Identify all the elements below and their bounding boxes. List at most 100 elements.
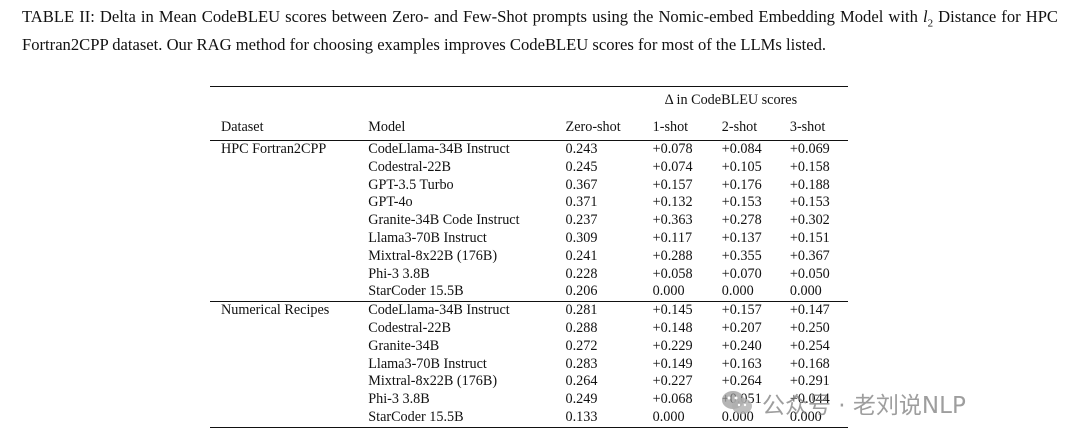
three-shot-cell: +0.050: [789, 265, 830, 282]
model-cell: GPT-3.5 Turbo: [368, 176, 454, 193]
one-shot-cell: +0.074: [652, 158, 693, 175]
table-row: StarCoder 15.5B 0.133 0.000 0.000 0.000: [210, 409, 848, 427]
one-shot-cell: +0.148: [652, 319, 693, 336]
col-header-2-shot: 2-shot: [721, 115, 790, 141]
model-cell: Mixtral-8x22B (176B): [368, 373, 498, 390]
delta-header-row: Δ in CodeBLEU scores: [210, 87, 848, 115]
table-row: Phi-3 3.8B0.249+0.068+0.051+0.044: [210, 391, 848, 409]
model-cell: Mixtral-8x22B (176B): [368, 247, 498, 264]
top-rule: [210, 86, 848, 87]
model-cell: StarCoder 15.5B: [368, 283, 464, 300]
dataset-cell: HPC Fortran2CPP: [221, 141, 327, 157]
three-shot-cell: +0.254: [789, 337, 830, 354]
zero-shot-cell: 0.249: [565, 391, 598, 408]
model-cell: GPT-4o: [368, 194, 413, 211]
one-shot-cell: +0.132: [652, 194, 693, 211]
table-row: Llama3-70B Instruct 0.309 +0.117 +0.137 +0.1…: [210, 230, 848, 248]
bottom-rule: [210, 427, 848, 428]
dataset-cell: [210, 266, 368, 284]
two-shot-cell: +0.163: [721, 355, 762, 372]
model-cell: Granite-34B Code Instruct: [368, 212, 520, 229]
two-shot-cell: +0.105: [721, 158, 762, 175]
model-cell: Phi-3 3.8B: [368, 391, 430, 408]
one-shot-cell: +0.157: [652, 176, 693, 193]
dataset-cell: [210, 356, 368, 374]
zero-shot-cell: 0.241: [565, 247, 598, 264]
section-rule: [210, 301, 848, 303]
three-shot-cell: +0.153: [789, 194, 830, 211]
table-row: GPT-3.5 Turbo 0.367 +0.157 +0.176 +0.188: [210, 177, 848, 195]
one-shot-cell: +0.068: [652, 391, 693, 408]
model-cell: CodeLlama-34B Instruct: [368, 141, 510, 157]
col-header-3-shot: 3-shot: [789, 115, 848, 141]
table-caption: TABLE II: Delta in Mean CodeBLEU scores …: [22, 6, 1058, 56]
model-cell: Codestral-22B: [368, 158, 451, 175]
three-shot-cell: 0.000: [789, 283, 822, 300]
two-shot-cell: +0.355: [721, 247, 762, 264]
three-shot-cell: +0.291: [789, 373, 830, 390]
two-shot-cell: +0.157: [721, 302, 762, 319]
table-row: HPC Fortran2CPP CodeLlama-34B Instruct 0.2…: [210, 141, 848, 159]
one-shot-cell: +0.363: [652, 212, 693, 229]
three-shot-cell: +0.069: [789, 141, 830, 157]
l2-symbol: l2: [922, 7, 933, 29]
results-table: Δ in CodeBLEU scores Dataset Model Zero-…: [210, 86, 848, 428]
delta-header: Δ in CodeBLEU scores: [664, 92, 798, 109]
table-row: StarCoder 15.5B 0.206 0.000 0.000 0.000: [210, 283, 848, 301]
dataset-cell: [210, 391, 368, 409]
dataset-cell: [210, 338, 368, 356]
one-shot-cell: 0.000: [652, 408, 685, 425]
zero-shot-cell: 0.309: [565, 229, 598, 246]
model-cell: StarCoder 15.5B: [368, 408, 464, 425]
one-shot-cell: +0.288: [652, 247, 693, 264]
model-cell: Llama3-70B Instruct: [368, 355, 487, 372]
three-shot-cell: +0.367: [789, 247, 830, 264]
section-rule: [210, 140, 848, 141]
two-shot-cell: +0.070: [721, 265, 762, 282]
table-row: Codestral-22B 0.288 +0.148 +0.207 +0.250: [210, 320, 848, 338]
two-shot-cell: +0.084: [721, 141, 762, 157]
three-shot-cell: +0.250: [789, 319, 830, 336]
three-shot-cell: +0.168: [789, 355, 830, 372]
one-shot-cell: +0.227: [652, 373, 693, 390]
one-shot-cell: +0.117: [652, 229, 693, 246]
zero-shot-cell: 0.371: [565, 194, 598, 211]
dataset-cell: [210, 320, 368, 338]
one-shot-cell: +0.078: [652, 141, 693, 157]
table-row: Granite-34B Code Instruct 0.237 +0.363 +0.2…: [210, 212, 848, 230]
caption-text-before: TABLE II: Delta in Mean CodeBLEU scores …: [22, 7, 923, 26]
three-shot-cell: +0.044: [789, 391, 830, 408]
model-cell: CodeLlama-34B Instruct: [368, 302, 510, 319]
table-row: Codestral-22B 0.245 +0.074 +0.105 +0.158: [210, 159, 848, 177]
one-shot-cell: +0.058: [652, 265, 693, 282]
zero-shot-cell: 0.243: [565, 141, 598, 157]
two-shot-cell: +0.240: [721, 337, 762, 354]
table-row: Mixtral-8x22B (176B) 0.241 +0.288 +0.355 +0.…: [210, 248, 848, 266]
col-header-zero-shot: Zero-shot: [565, 118, 621, 135]
wechat-logo-icon: [722, 391, 752, 414]
table-row: Numerical Recipes CodeLlama-34B Instruct 0…: [210, 302, 848, 320]
two-shot-cell: +0.207: [721, 319, 762, 336]
model-cell: Granite-34B: [368, 337, 440, 354]
three-shot-cell: +0.302: [789, 212, 830, 229]
zero-shot-cell: 0.272: [565, 337, 598, 354]
zero-shot-cell: 0.133: [565, 408, 598, 425]
dataset-cell: [210, 177, 368, 195]
dataset-cell: [210, 373, 368, 391]
dataset-cell: [210, 230, 368, 248]
dataset-cell: [210, 159, 368, 177]
one-shot-cell: +0.149: [652, 355, 693, 372]
table-row: Mixtral-8x22B (176B) 0.264 +0.227 +0.264 +0.…: [210, 373, 848, 391]
col-header-1-shot: 1-shot: [652, 115, 722, 141]
model-cell: Llama3-70B Instruct: [368, 229, 487, 246]
watermark: 公众号 · 老刘说NLP: [720, 386, 966, 420]
one-shot-cell: +0.145: [652, 302, 693, 319]
two-shot-cell: +0.278: [721, 212, 762, 229]
dataset-cell: [210, 409, 368, 427]
zero-shot-cell: 0.281: [565, 302, 598, 319]
zero-shot-cell: 0.245: [565, 158, 598, 175]
zero-shot-cell: 0.206: [565, 283, 598, 300]
zero-shot-cell: 0.264: [565, 373, 598, 390]
l2-letter: l: [922, 7, 928, 26]
one-shot-cell: +0.229: [652, 337, 693, 354]
